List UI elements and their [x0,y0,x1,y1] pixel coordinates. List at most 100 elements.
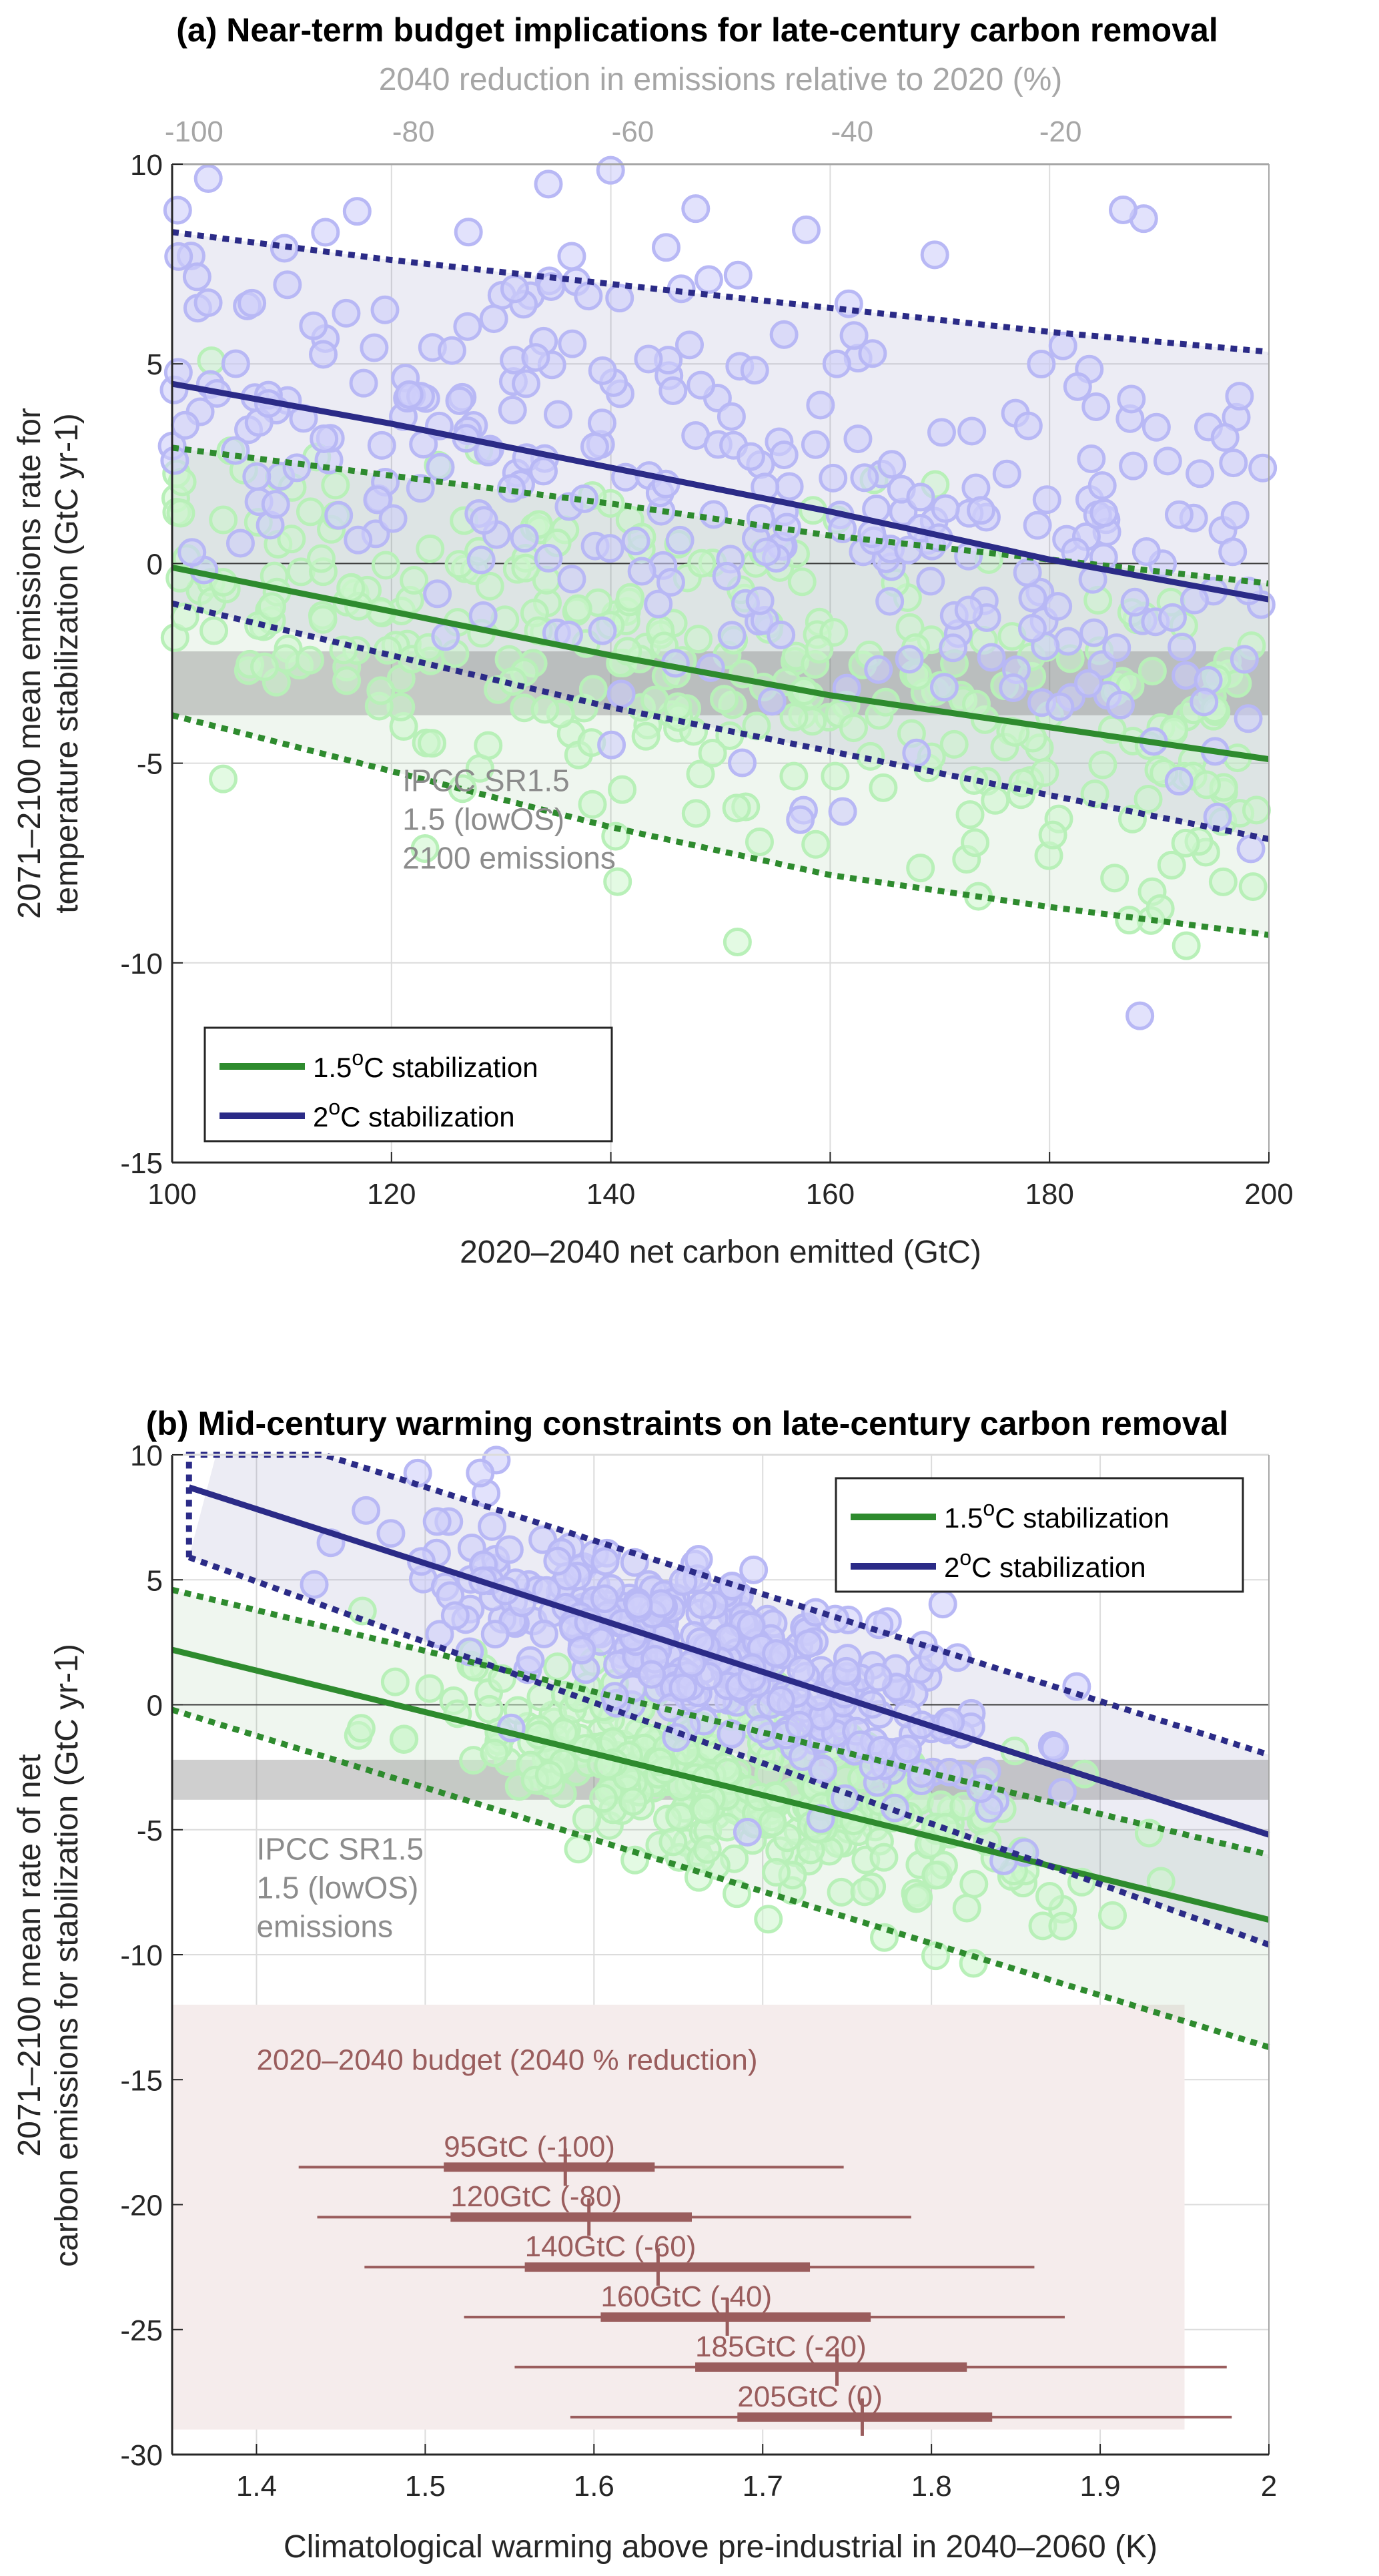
point-1p5c [1100,864,1129,893]
point-2c [843,424,873,454]
point-1p5c [346,1714,376,1743]
median-line [171,1646,1270,1923]
legend-box [835,1477,1244,1593]
point-1p5c [723,928,752,957]
point-2c [466,1458,495,1488]
point-2c [1102,633,1131,663]
point-2c [717,402,746,431]
point-1p5c [921,1861,951,1890]
legend-label-degree: o [959,1546,971,1570]
point-2c [600,1682,630,1711]
point-2c [453,312,482,341]
point-1p5c [981,785,1010,815]
point-1p5c [296,497,325,527]
x-tick-label: 160 [806,1178,855,1211]
point-2c [766,1686,795,1715]
point-2c [193,288,223,318]
point-2c [1117,384,1146,414]
point-2c [1081,392,1111,421]
point-2c [895,645,924,674]
point-2c [928,1590,957,1619]
x-tick-label: 1.6 [574,2470,614,2503]
median-line [171,380,1270,603]
panel-b-ylabel-line1: 2071–2100 mean rate of net [12,1754,47,2156]
point-1p5c [208,764,238,793]
point-2c [242,462,272,491]
point-1p5c [787,567,817,597]
y-tick-label: -15 [120,1147,163,1180]
point-2c [595,534,624,563]
point-2c [875,587,905,616]
point-1p5c [371,551,400,580]
point-1p5c [415,1674,444,1703]
point-1p5c [1080,779,1109,809]
point-1p5c [821,761,850,791]
point-2c [529,456,558,486]
point-1p5c [684,625,713,654]
x-tick-label: 2 [1261,2470,1277,2503]
point-2c [644,589,673,619]
point-1p5c [839,713,868,743]
point-2c [1131,537,1161,566]
point-2c [273,270,302,300]
x-tick-label: 200 [1244,1178,1293,1211]
budget-row: 140GtC (-60) [364,2230,1035,2286]
point-1p5c [691,1795,720,1825]
y-tick-label: 0 [147,548,163,581]
point-2c [1218,537,1248,567]
point-2c [570,484,599,513]
point-2c [712,561,741,591]
point-2c [773,513,802,542]
panel-b-xlabel: Climatological warming above pre-industr… [284,2529,1158,2565]
point-2c [534,543,563,573]
point-2c [1158,603,1187,632]
y-tick-label: -5 [137,748,163,781]
point-2c [902,738,931,767]
legend-label-value: 1.5 [944,1502,983,1534]
point-2c [193,164,223,194]
point-2c [733,1817,762,1847]
point-1p5c [959,1869,989,1899]
point-1p5c [961,828,990,858]
point-2c [992,459,1021,489]
point-2c [500,274,529,304]
point-2c [596,155,625,185]
panel-b: (b) Mid-century warming constraints on l… [12,1405,1277,2565]
point-1p5c [410,834,440,864]
point-2c [587,408,616,438]
point-2c [588,356,617,385]
x-tick-label: 1.8 [911,2470,952,2503]
point-1p5c [1133,784,1163,814]
point-2c [1190,687,1219,717]
point-2c [694,265,723,294]
point-1p5c [955,800,985,830]
point-2c [785,1710,814,1740]
top-tick-label: -40 [831,115,873,148]
point-2c [637,1660,666,1689]
point-2c [1230,645,1259,674]
point-2c [590,1547,620,1576]
top-tick-label: -100 [165,115,223,148]
point-2c [597,730,626,759]
ipcc-label-line: 1.5 (lowOS) [402,801,564,836]
point-2c [468,601,498,631]
point-2c [440,1601,470,1630]
y-tick-label: 5 [147,348,163,381]
legend-label: 2oC stabilization [313,1095,515,1133]
point-2c [342,197,372,226]
point-2c [656,567,685,597]
point-2c [752,537,781,567]
point-2c [977,643,1006,672]
legend-label-rest: C stabilization [364,1052,538,1083]
point-1p5c [1137,657,1167,686]
y-tick-label: -10 [120,1939,163,1972]
point-1p5c [620,1845,650,1875]
point-2c [675,330,705,360]
point-1p5c [197,346,226,376]
panel-a-ylabel-line1: 2071–2100 mean emissions rate for [12,408,47,919]
point-2c [363,485,392,515]
y-tick-label: -30 [120,2439,163,2472]
point-1p5c [257,592,286,621]
point-2c [466,545,496,575]
top-tick-label: -80 [392,115,435,148]
